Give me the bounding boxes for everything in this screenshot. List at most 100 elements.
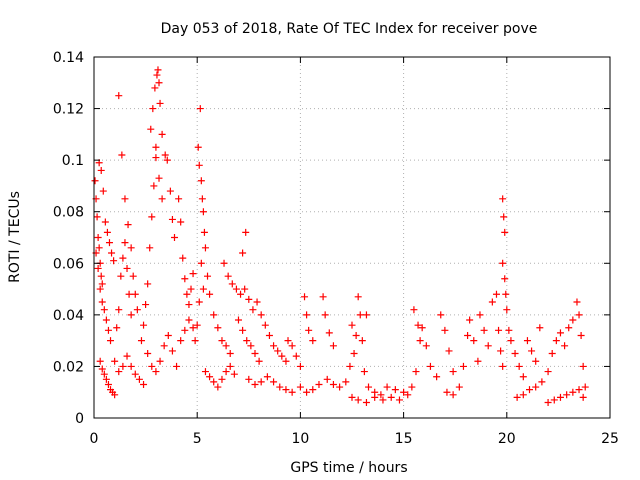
x-tick-label: 15 [395, 431, 413, 447]
data-point [484, 342, 492, 350]
data-point [437, 311, 445, 319]
data-point [581, 383, 589, 391]
data-point [154, 66, 162, 74]
data-point [110, 257, 118, 265]
data-point [515, 362, 523, 370]
data-point [288, 388, 296, 396]
data-point [151, 84, 159, 92]
data-point [346, 362, 354, 370]
data-point [497, 347, 505, 355]
data-point [102, 375, 110, 383]
data-point [152, 368, 160, 376]
data-point [253, 298, 261, 306]
data-point [96, 285, 104, 293]
data-point [455, 383, 463, 391]
data-point [214, 383, 222, 391]
data-point [443, 388, 451, 396]
data-point [305, 326, 313, 334]
data-point [342, 378, 350, 386]
data-point [321, 311, 329, 319]
data-point [150, 182, 158, 190]
data-point [464, 331, 472, 339]
data-point [492, 290, 500, 298]
x-tick-label: 10 [291, 431, 309, 447]
data-point [125, 290, 133, 298]
data-point [239, 326, 247, 334]
data-point [206, 290, 214, 298]
data-point [220, 259, 228, 267]
data-point [111, 357, 119, 365]
data-point [536, 324, 544, 332]
data-point [404, 391, 412, 399]
data-point [257, 311, 265, 319]
y-tick-label: 0.04 [53, 308, 84, 324]
data-point [119, 362, 127, 370]
data-point [377, 391, 385, 399]
data-point [98, 298, 106, 306]
data-point [303, 388, 311, 396]
y-axis-label: ROTI / TECUs [7, 191, 23, 283]
data-point [249, 306, 257, 314]
data-point [115, 368, 123, 376]
data-point [95, 244, 103, 252]
data-point [156, 357, 164, 365]
data-point [195, 161, 203, 169]
data-point [288, 342, 296, 350]
data-point [201, 368, 209, 376]
y-tick-label: 0 [75, 411, 84, 427]
data-point [412, 368, 420, 376]
data-point [303, 311, 311, 319]
data-point [528, 347, 536, 355]
data-point [501, 228, 509, 236]
data-point [140, 321, 148, 329]
data-point [548, 350, 556, 358]
data-point [104, 380, 112, 388]
data-point [224, 272, 232, 280]
data-point [152, 143, 160, 151]
data-point [152, 154, 160, 162]
data-point [329, 342, 337, 350]
x-axis-ticks: 0 5 10 15 20 25 [90, 57, 619, 447]
data-point [505, 326, 513, 334]
data-point [198, 195, 206, 203]
data-point [488, 298, 496, 306]
data-point [513, 393, 521, 401]
data-point [284, 337, 292, 345]
y-axis-ticks: 0 0.02 0.04 0.06 0.08 0.1 0.12 0.14 [53, 50, 610, 427]
data-point [577, 331, 585, 339]
data-point [107, 337, 115, 345]
data-point [199, 285, 207, 293]
data-point [230, 370, 238, 378]
data-point [507, 337, 515, 345]
data-point [146, 244, 154, 252]
data-point [276, 383, 284, 391]
data-point [175, 195, 183, 203]
data-point [119, 254, 127, 262]
data-point [218, 375, 226, 383]
data-point [232, 285, 240, 293]
data-point [127, 362, 135, 370]
data-point [251, 380, 259, 388]
data-point [181, 326, 189, 334]
data-point [474, 357, 482, 365]
data-point [503, 306, 511, 314]
data-point [94, 234, 102, 241]
data-point [426, 362, 434, 370]
data-point [354, 293, 362, 301]
data-point [445, 347, 453, 355]
data-point [100, 370, 108, 378]
data-point [519, 373, 527, 381]
data-point [383, 383, 391, 391]
data-point [164, 331, 172, 339]
data-point [278, 352, 286, 360]
data-point [239, 249, 247, 257]
data-point [257, 378, 265, 386]
data-point [251, 350, 259, 358]
data-point [348, 321, 356, 329]
data-point [433, 373, 441, 381]
data-point [237, 290, 245, 298]
data-point [242, 228, 250, 236]
data-point [449, 391, 457, 399]
data-point [416, 337, 424, 345]
data-point [196, 105, 204, 113]
